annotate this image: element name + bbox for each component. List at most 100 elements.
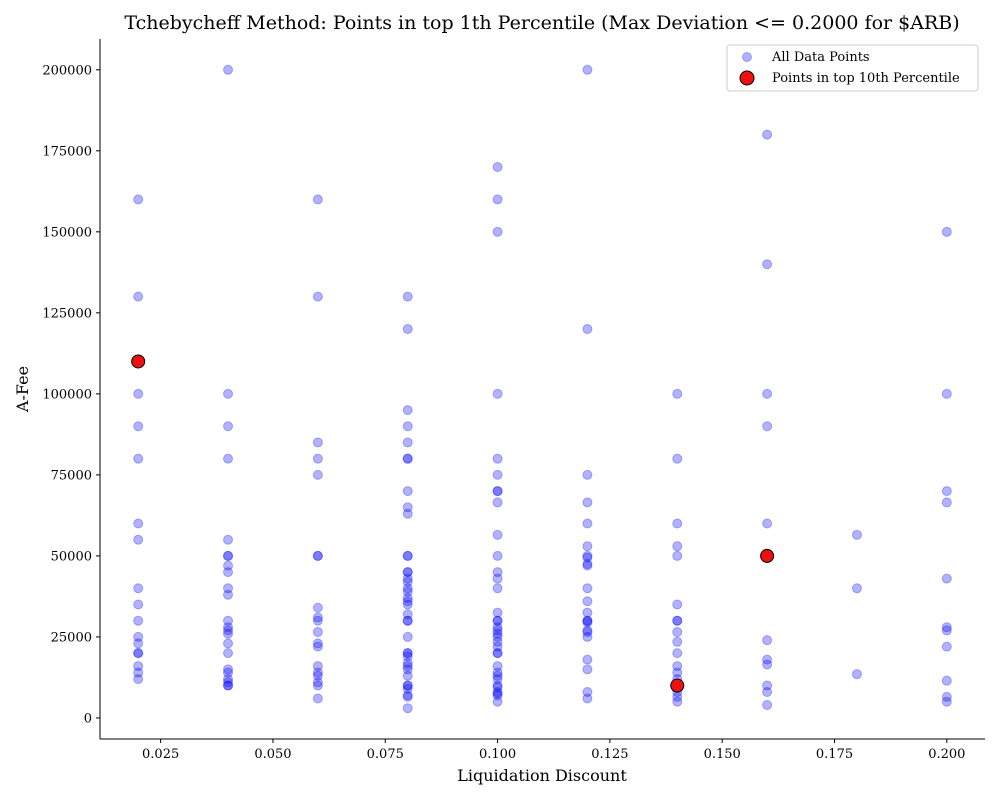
data-point — [223, 589, 234, 600]
data-point — [492, 661, 503, 672]
data-point — [762, 699, 773, 710]
series-top-percentile-points — [131, 354, 775, 693]
x-tick-label: 0.050 — [254, 747, 291, 762]
data-point — [223, 628, 234, 639]
data-point — [582, 617, 593, 628]
data-point — [133, 291, 144, 302]
data-point — [492, 194, 503, 205]
data-point — [492, 622, 503, 633]
data-point — [312, 550, 323, 561]
data-point — [402, 664, 413, 675]
data-point — [223, 567, 234, 578]
data-point — [492, 628, 503, 639]
data-point — [851, 669, 862, 680]
data-point — [582, 693, 593, 704]
data-point — [941, 486, 952, 497]
top-percentile-point — [670, 678, 685, 693]
data-point — [312, 677, 323, 688]
data-point — [762, 259, 773, 270]
data-point — [492, 529, 503, 540]
legend-marker-all-points — [742, 52, 752, 62]
data-point — [133, 599, 144, 610]
data-point — [312, 469, 323, 480]
data-point — [133, 631, 144, 642]
data-point — [223, 638, 234, 649]
data-point — [762, 654, 773, 665]
y-tick-label: 175000 — [42, 144, 92, 159]
data-point — [492, 388, 503, 399]
data-point — [312, 615, 323, 626]
data-point — [223, 667, 234, 678]
data-point — [582, 469, 593, 480]
data-point — [402, 648, 413, 659]
data-point — [223, 583, 234, 594]
data-point — [492, 670, 503, 681]
data-point — [582, 64, 593, 75]
data-point — [762, 129, 773, 140]
data-point — [582, 518, 593, 529]
data-point — [402, 599, 413, 610]
top-percentile-point — [131, 354, 146, 369]
top-percentile-point — [760, 548, 775, 563]
data-point — [223, 453, 234, 464]
data-point — [402, 596, 413, 607]
data-point — [851, 529, 862, 540]
data-point — [492, 687, 503, 698]
x-tick-label: 0.175 — [816, 747, 853, 762]
data-point — [223, 534, 234, 545]
data-point — [582, 541, 593, 552]
data-point — [582, 631, 593, 642]
data-point — [582, 583, 593, 594]
data-point — [133, 518, 144, 529]
data-point — [672, 648, 683, 659]
data-point — [312, 693, 323, 704]
data-point — [402, 670, 413, 681]
data-point — [312, 291, 323, 302]
x-tick-label: 0.200 — [928, 747, 965, 762]
data-point — [133, 583, 144, 594]
data-point — [402, 680, 413, 691]
y-tick-label: 25000 — [51, 630, 92, 645]
data-point — [492, 690, 503, 701]
data-point — [223, 388, 234, 399]
data-point — [672, 599, 683, 610]
data-point — [492, 625, 503, 636]
data-point — [312, 680, 323, 691]
legend-label-top-points: Points in top 10th Percentile — [772, 71, 960, 86]
data-point — [223, 615, 234, 626]
data-point — [762, 388, 773, 399]
data-point — [402, 550, 413, 561]
data-point — [402, 683, 413, 694]
data-point — [941, 641, 952, 652]
data-point — [133, 638, 144, 649]
data-point — [492, 696, 503, 707]
data-point — [402, 405, 413, 416]
data-point — [223, 648, 234, 659]
data-point — [672, 627, 683, 638]
data-point — [582, 625, 593, 636]
data-point — [402, 550, 413, 561]
data-point — [402, 486, 413, 497]
data-point — [402, 648, 413, 659]
y-tick-label: 50000 — [51, 549, 92, 564]
data-point — [582, 687, 593, 698]
data-point — [492, 567, 503, 578]
x-tick-label: 0.150 — [704, 747, 741, 762]
data-point — [941, 691, 952, 702]
data-point — [223, 550, 234, 561]
data-point — [941, 573, 952, 584]
chart-title: Tchebycheff Method: Points in top 1th Pe… — [124, 12, 959, 34]
data-point — [402, 651, 413, 662]
data-point — [223, 664, 234, 675]
data-point — [672, 661, 683, 672]
y-tick-label: 100000 — [42, 387, 92, 402]
x-axis-label: Liquidation Discount — [457, 766, 627, 785]
data-point — [492, 682, 503, 693]
data-point — [672, 453, 683, 464]
legend: All Data Points Points in top 10th Perce… — [726, 44, 979, 92]
x-ticks: 0.025 0.050 0.075 0.100 0.125 0.150 0.175 0.200 — [142, 739, 965, 762]
data-point — [492, 641, 503, 652]
data-point — [672, 615, 683, 626]
data-point — [402, 661, 413, 672]
